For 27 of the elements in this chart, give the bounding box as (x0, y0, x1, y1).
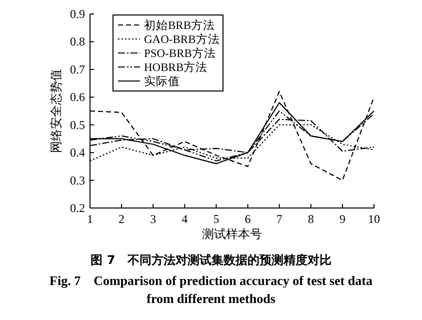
x-tick-label: 10 (368, 212, 380, 226)
y-tick-label: 0.5 (70, 118, 85, 132)
y-tick-label: 0.2 (70, 201, 85, 215)
y-tick-label: 0.7 (70, 62, 85, 76)
x-tick-label: 8 (308, 212, 314, 226)
y-tick-label: 0.8 (70, 34, 85, 49)
x-tick-label: 2 (118, 212, 125, 226)
text: Fig. 7 Comparison of prediction accuracy of test set data from different methods (50, 273, 373, 306)
y-tick-label: 0.6 (70, 90, 85, 104)
text: 图 7 不同方法对测试集数据的预测精度对比 (90, 253, 332, 267)
x-tick-label: 7 (276, 212, 282, 226)
x-tick-label: 4 (182, 212, 188, 226)
x-tick-label: 5 (213, 212, 220, 226)
y-tick-label: 0.9 (70, 7, 85, 21)
legend-label: 实际值 (144, 74, 180, 88)
x-axis-title: 测试样本号 (202, 227, 262, 241)
legend-label: 初始BRB方法 (144, 18, 216, 32)
x-tick-label: 1 (87, 212, 93, 226)
legend-label: HOBRB方法 (144, 60, 208, 74)
x-tick-label: 6 (244, 212, 251, 226)
y-axis-title: 网络安全态势值 (49, 69, 63, 153)
y-tick-label: 0.3 (70, 173, 85, 188)
legend-label: PSO-BRB方法 (144, 46, 216, 60)
y-tick-label: 0.4 (70, 146, 85, 160)
x-tick-label: 3 (150, 212, 156, 226)
x-tick-label: 9 (339, 212, 346, 226)
legend-label: GAO-BRB方法 (144, 32, 220, 46)
